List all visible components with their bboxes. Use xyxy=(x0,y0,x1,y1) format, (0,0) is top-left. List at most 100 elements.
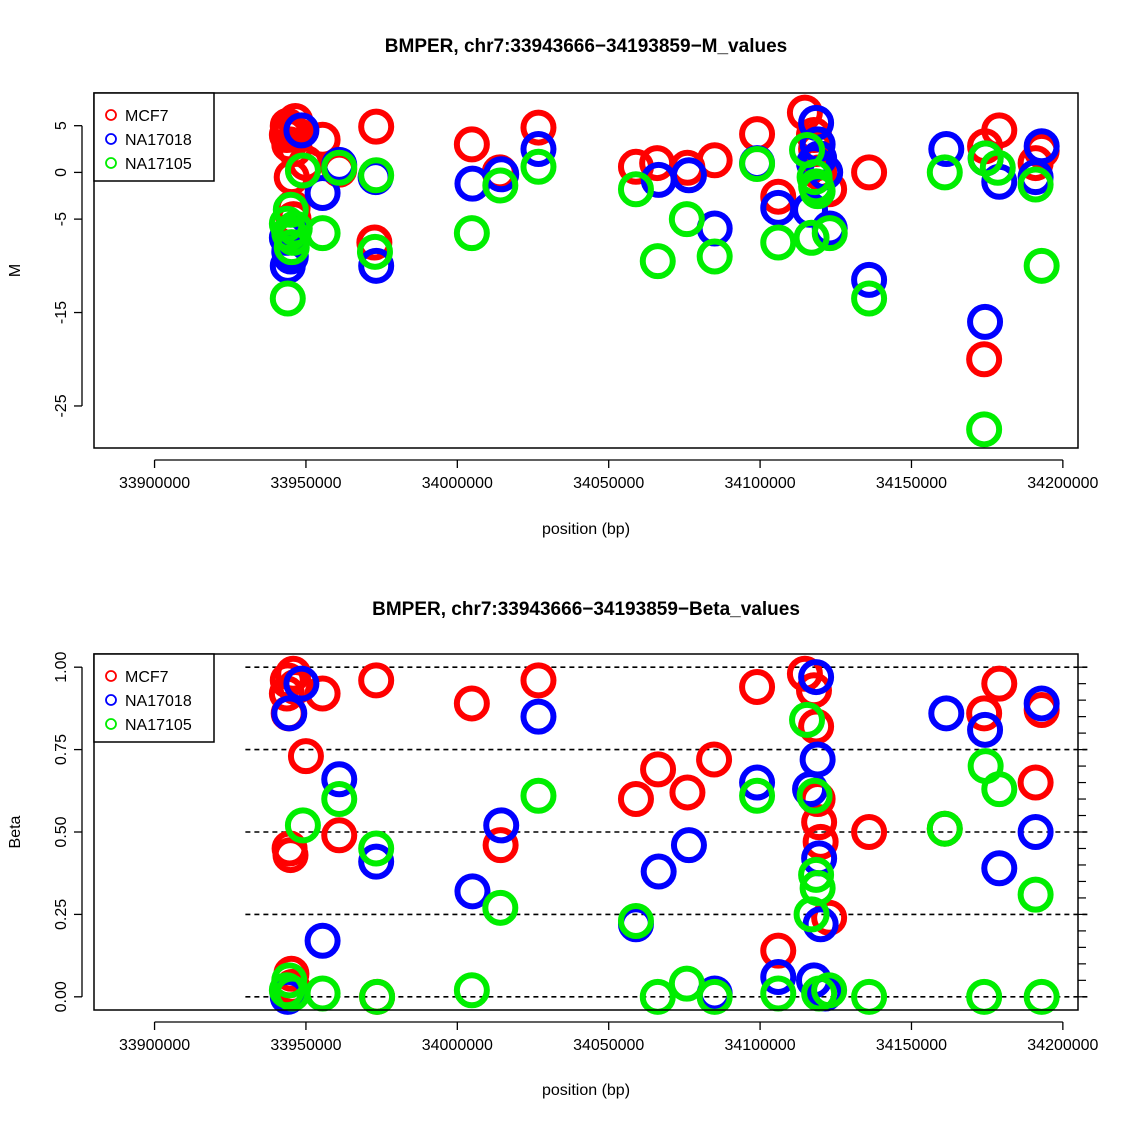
beta-values-chart: BMPER, chr7:33943666−34193859−Beta_value… xyxy=(7,599,1099,1099)
data-point-na17018 xyxy=(454,873,491,910)
data-point-na17018 xyxy=(798,659,835,696)
x-tick-label: 33900000 xyxy=(119,1037,190,1054)
data-point-mcf7 xyxy=(966,341,1003,378)
data-point-na17105 xyxy=(284,152,321,189)
data-point-mcf7 xyxy=(696,142,733,179)
plot-frame xyxy=(93,92,1079,449)
data-point-na17105 xyxy=(981,771,1018,808)
x-tick-label: 34050000 xyxy=(573,475,644,492)
data-point-mcf7 xyxy=(617,781,654,818)
data-point-na17018 xyxy=(321,761,358,798)
x-tick-label: 34000000 xyxy=(422,1037,493,1054)
data-point-na17018 xyxy=(640,853,677,890)
data-point-na17105 xyxy=(356,233,393,270)
legend-marker-na17018 xyxy=(105,133,117,145)
data-point-mcf7 xyxy=(851,154,888,191)
chart-title: BMPER, chr7:33943666−34193859−M_values xyxy=(385,36,787,57)
y-tick-label: -15 xyxy=(53,301,70,324)
data-point-na17105 xyxy=(639,243,676,280)
x-axis-label: position (bp) xyxy=(542,1082,630,1099)
data-point-na17018 xyxy=(483,807,520,844)
data-point-na17105 xyxy=(321,149,358,186)
data-point-mcf7 xyxy=(275,655,312,692)
legend-marker-mcf7 xyxy=(105,109,117,121)
y-tick-label: 1.00 xyxy=(53,652,70,683)
legend: MCF7 NA17018 NA17105 xyxy=(93,92,215,182)
data-point-na17105 xyxy=(359,978,396,1015)
x-tick-label: 34150000 xyxy=(876,1037,947,1054)
x-tick-label: 34100000 xyxy=(724,475,795,492)
data-point-na17018 xyxy=(967,303,1004,340)
data-point-na17018 xyxy=(283,112,320,149)
data-point-na17105 xyxy=(979,149,1016,186)
data-point-na17105 xyxy=(284,807,321,844)
data-point-na17105 xyxy=(358,830,395,867)
data-point-na17105 xyxy=(811,215,848,252)
legend-marker-na17105 xyxy=(105,718,117,730)
data-point-mcf7 xyxy=(358,108,395,145)
legend-marker-na17018 xyxy=(105,694,117,706)
data-point-na17105 xyxy=(739,146,776,182)
data-point-na17105 xyxy=(966,978,1003,1015)
data-point-mcf7 xyxy=(802,823,839,860)
data-point-na17105 xyxy=(668,965,705,1002)
data-point-na17105 xyxy=(304,975,341,1012)
data-point-na17105 xyxy=(1017,166,1054,203)
data-point-na17018 xyxy=(928,131,965,168)
data-point-mcf7 xyxy=(760,932,797,969)
y-tick-label: 0.75 xyxy=(53,734,70,765)
data-point-na17018 xyxy=(304,174,341,211)
chart-title: BMPER, chr7:33943666−34193859−Beta_value… xyxy=(372,599,800,620)
data-point-na17105 xyxy=(668,201,705,238)
data-point-na17018 xyxy=(1023,128,1060,165)
data-point-na17105 xyxy=(760,224,797,261)
data-point-na17105 xyxy=(696,238,733,275)
data-point-na17105 xyxy=(482,889,519,926)
data-point-na17018 xyxy=(358,843,395,880)
data-point-na17105 xyxy=(1023,247,1060,284)
legend-marker-na17105 xyxy=(105,157,117,169)
data-point-mcf7 xyxy=(739,668,776,705)
data-point-mcf7 xyxy=(640,751,677,788)
x-tick-label: 34200000 xyxy=(1027,475,1098,492)
data-point-na17105 xyxy=(304,215,341,252)
data-point-na17105 xyxy=(966,411,1003,448)
data-point-na17105 xyxy=(482,167,519,204)
x-tick-label: 33950000 xyxy=(270,475,341,492)
legend-label-na17018: NA17018 xyxy=(125,693,192,710)
x-axis-label: position (bp) xyxy=(542,521,630,538)
x-tick-label: 34150000 xyxy=(876,475,947,492)
data-point-mcf7 xyxy=(520,662,557,699)
data-point-mcf7 xyxy=(1017,764,1054,801)
y-tick-label: -5 xyxy=(53,212,70,226)
data-point-na17018 xyxy=(1017,814,1054,850)
data-point-mcf7 xyxy=(287,738,324,775)
y-axis-label: M xyxy=(7,264,24,277)
data-point-na17018 xyxy=(1023,685,1060,722)
data-point-na17105 xyxy=(321,781,358,818)
y-tick-label: 0.25 xyxy=(53,899,70,930)
data-point-na17105 xyxy=(799,173,836,210)
data-point-na17105 xyxy=(617,903,654,939)
data-point-mcf7 xyxy=(760,178,797,215)
data-point-mcf7 xyxy=(520,109,557,146)
y-tick-label: 0.50 xyxy=(53,816,70,847)
data-point-na17105 xyxy=(811,972,848,1009)
data-point-mcf7 xyxy=(669,774,706,811)
data-point-na17105 xyxy=(453,215,490,252)
data-point-mcf7 xyxy=(272,837,309,874)
legend: MCF7 NA17018 NA17105 xyxy=(93,653,215,743)
legend-label-mcf7: MCF7 xyxy=(125,669,169,686)
data-point-na17105 xyxy=(520,777,557,814)
legend-label-mcf7: MCF7 xyxy=(125,108,169,125)
y-axis-label: Beta xyxy=(7,815,24,848)
data-point-na17018 xyxy=(739,764,776,801)
y-tick-label: 0.00 xyxy=(53,981,70,1012)
x-tick-label: 34000000 xyxy=(422,475,493,492)
data-point-na17105 xyxy=(453,972,490,1009)
x-tick-label: 34100000 xyxy=(724,1037,795,1054)
data-point-na17105 xyxy=(1023,978,1060,1015)
data-point-na17018 xyxy=(283,665,320,702)
data-point-na17105 xyxy=(798,856,835,893)
